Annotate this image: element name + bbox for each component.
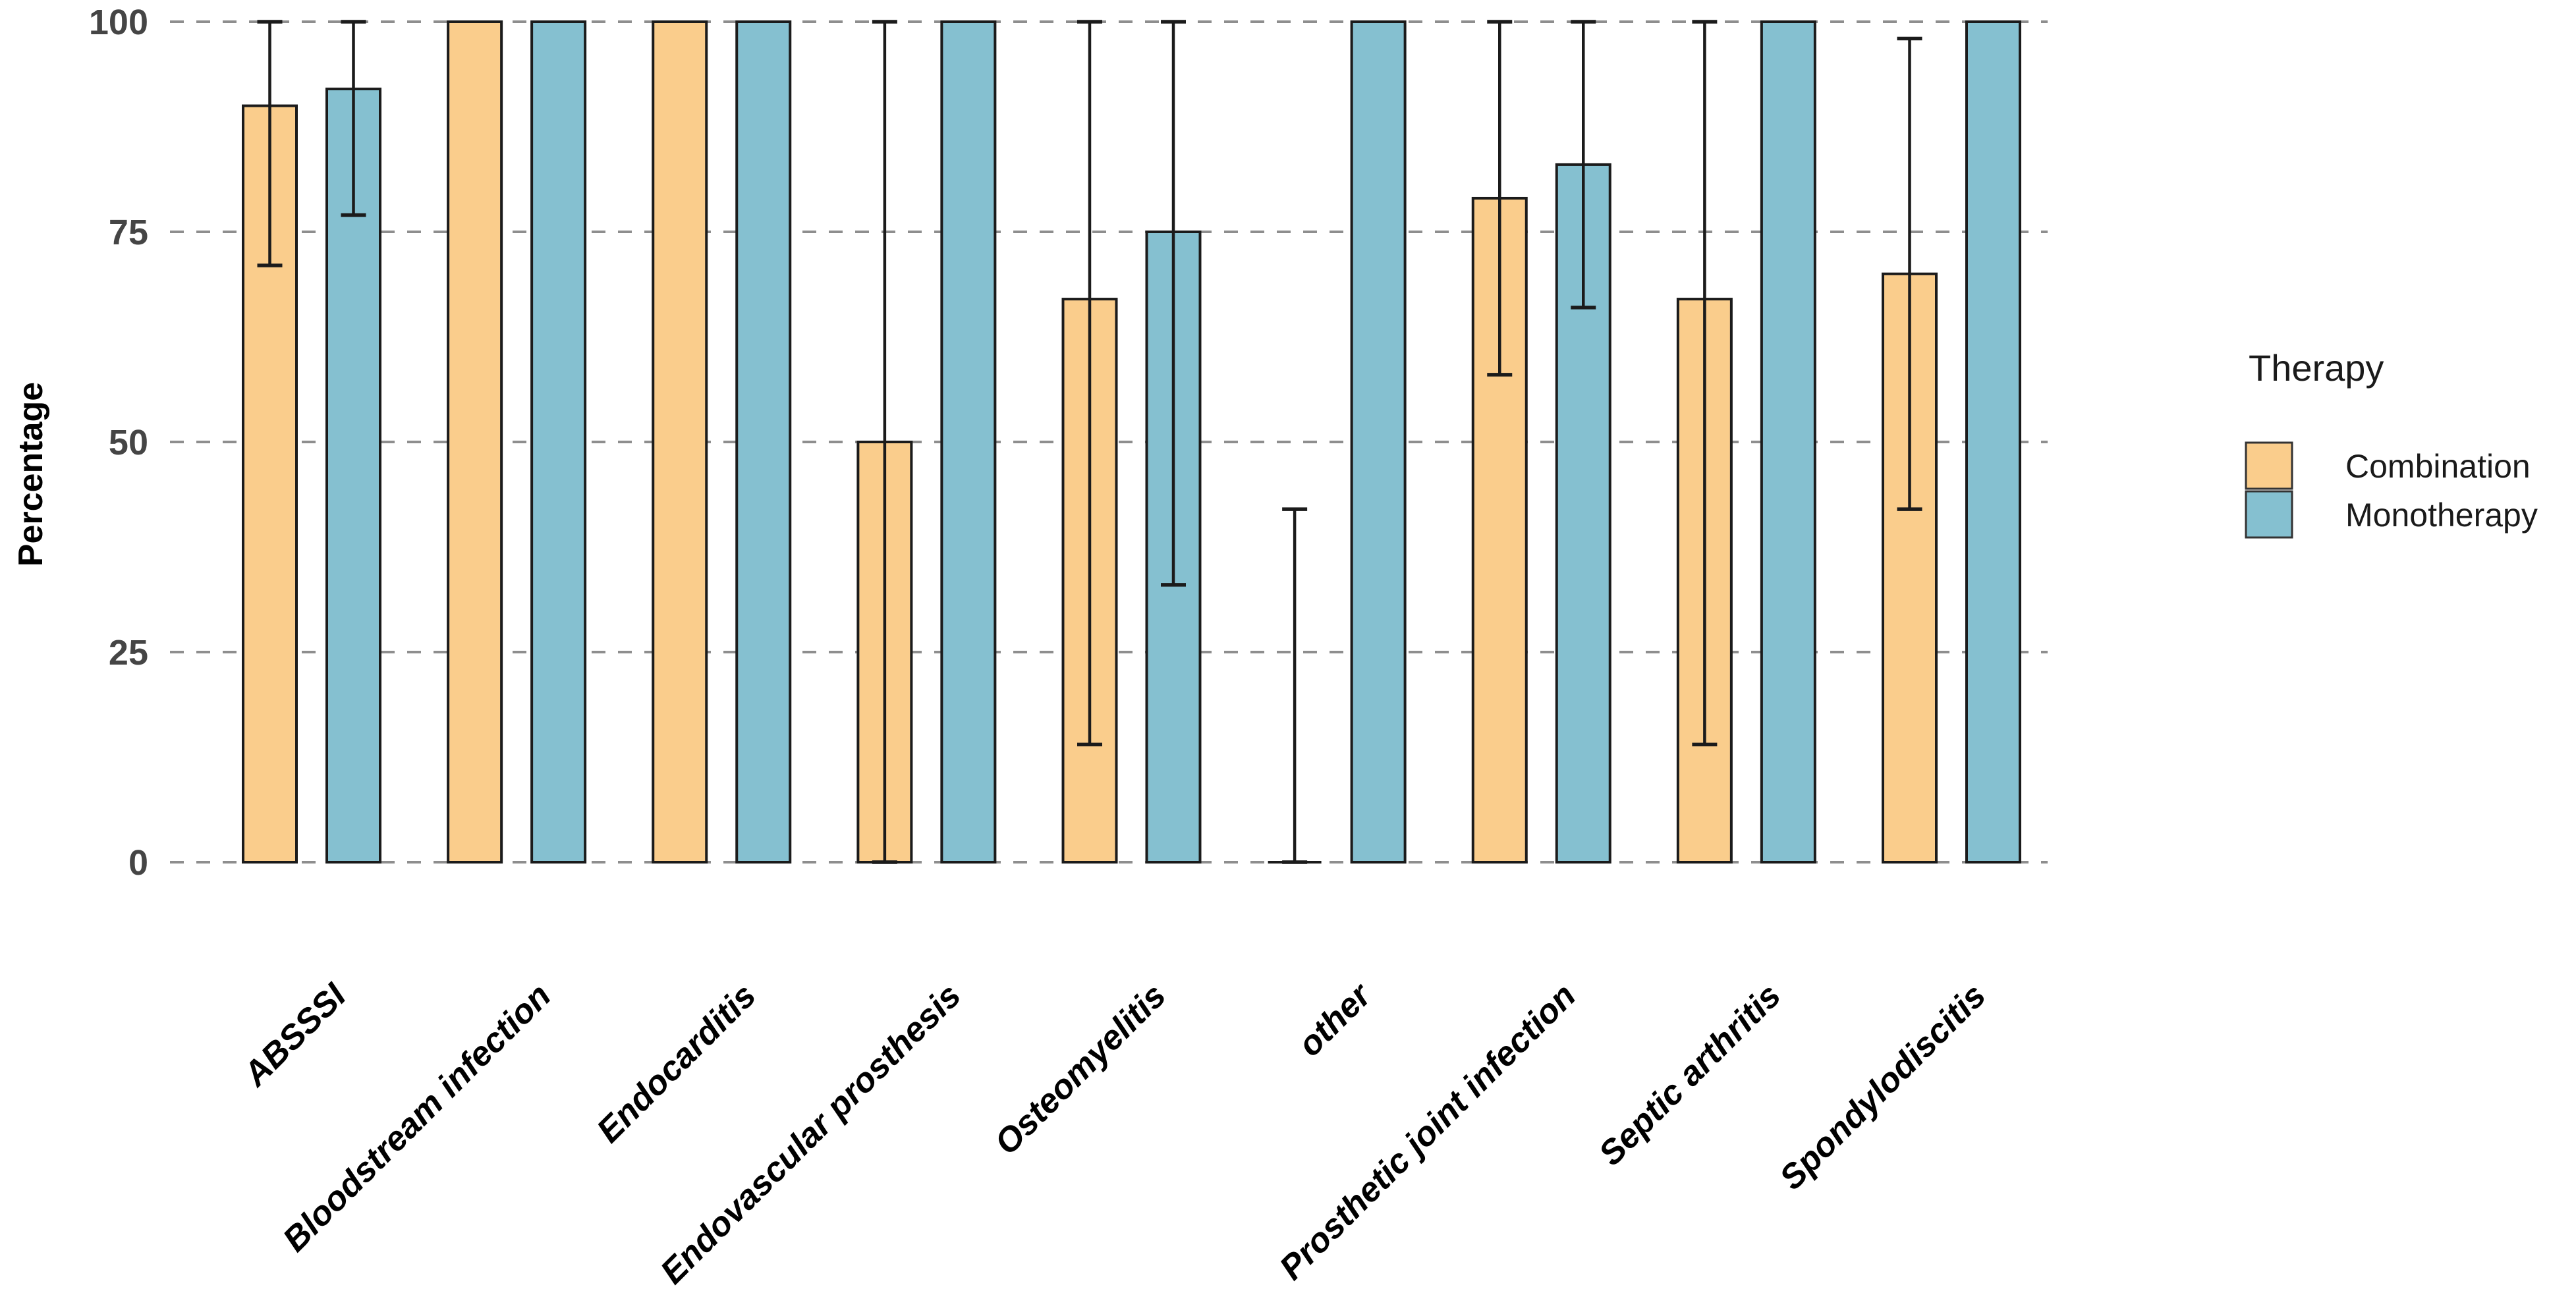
x-tick-label-spondylodiscitis: Spondylodiscitis xyxy=(1772,976,1993,1197)
y-tick-label-0: 0 xyxy=(128,843,148,883)
legend-title: Therapy xyxy=(2249,347,2384,389)
y-tick-label-100: 100 xyxy=(89,3,148,42)
error-bar-combination-other xyxy=(1282,507,1308,864)
bar-monotherapy-septic-arthritis xyxy=(1760,20,1816,864)
x-tick-label-absssi: ABSSSI xyxy=(235,975,354,1094)
error-bar-combination-absssi xyxy=(257,20,283,267)
error-bar-monotherapy-osteomyelitis xyxy=(1161,20,1186,587)
error-bar-combination-osteomyelitis xyxy=(1077,20,1102,747)
bar-monotherapy-endovascular-prosthesis xyxy=(940,20,997,864)
gridlines xyxy=(170,20,2048,864)
x-tick-label-osteomyelitis: Osteomyelitis xyxy=(988,976,1173,1162)
legend-swatch-monotherapy xyxy=(2245,490,2293,539)
bar-monotherapy-spondylodiscitis xyxy=(1965,20,2021,864)
error-bar-combination-septic-arthritis xyxy=(1692,20,1718,747)
x-tick-label-septic-arthritis: Septic arthritis xyxy=(1592,976,1788,1172)
error-bar-combination-prosthetic-joint-infection xyxy=(1487,20,1513,377)
legend: Therapy Combination Monotherapy xyxy=(2245,347,2538,539)
error-bar-combination-spondylodiscitis xyxy=(1897,36,1922,511)
legend-label-combination: Combination xyxy=(2345,448,2531,485)
x-tick-label-endocarditis: Endocarditis xyxy=(590,976,764,1150)
error-bars xyxy=(257,20,1922,864)
bar-monotherapy-bloodstream-infection xyxy=(530,20,587,864)
legend-swatch-combination xyxy=(2245,441,2293,490)
y-tick-label-50: 50 xyxy=(109,423,148,462)
legend-items: Combination Monotherapy xyxy=(2245,441,2538,539)
error-bar-monotherapy-absssi xyxy=(341,20,366,217)
bar-monotherapy-endocarditis xyxy=(735,20,792,864)
bar-combination-bloodstream-infection xyxy=(447,20,503,864)
bar-monotherapy-absssi xyxy=(325,88,381,864)
bar-combination-endocarditis xyxy=(652,20,708,864)
y-axis-title: Percentage xyxy=(12,382,50,566)
y-tick-label-75: 75 xyxy=(109,213,148,252)
y-axis-tick-labels: 0 25 50 75 100 xyxy=(89,3,148,883)
legend-label-monotherapy: Monotherapy xyxy=(2345,497,2538,534)
x-tick-label-other: other xyxy=(1291,975,1380,1064)
bar-monotherapy-other xyxy=(1350,20,1407,864)
y-tick-label-25: 25 xyxy=(109,633,148,672)
error-bar-combination-endovascular-prosthesis xyxy=(872,20,897,864)
error-bar-monotherapy-prosthetic-joint-infection xyxy=(1571,20,1596,310)
